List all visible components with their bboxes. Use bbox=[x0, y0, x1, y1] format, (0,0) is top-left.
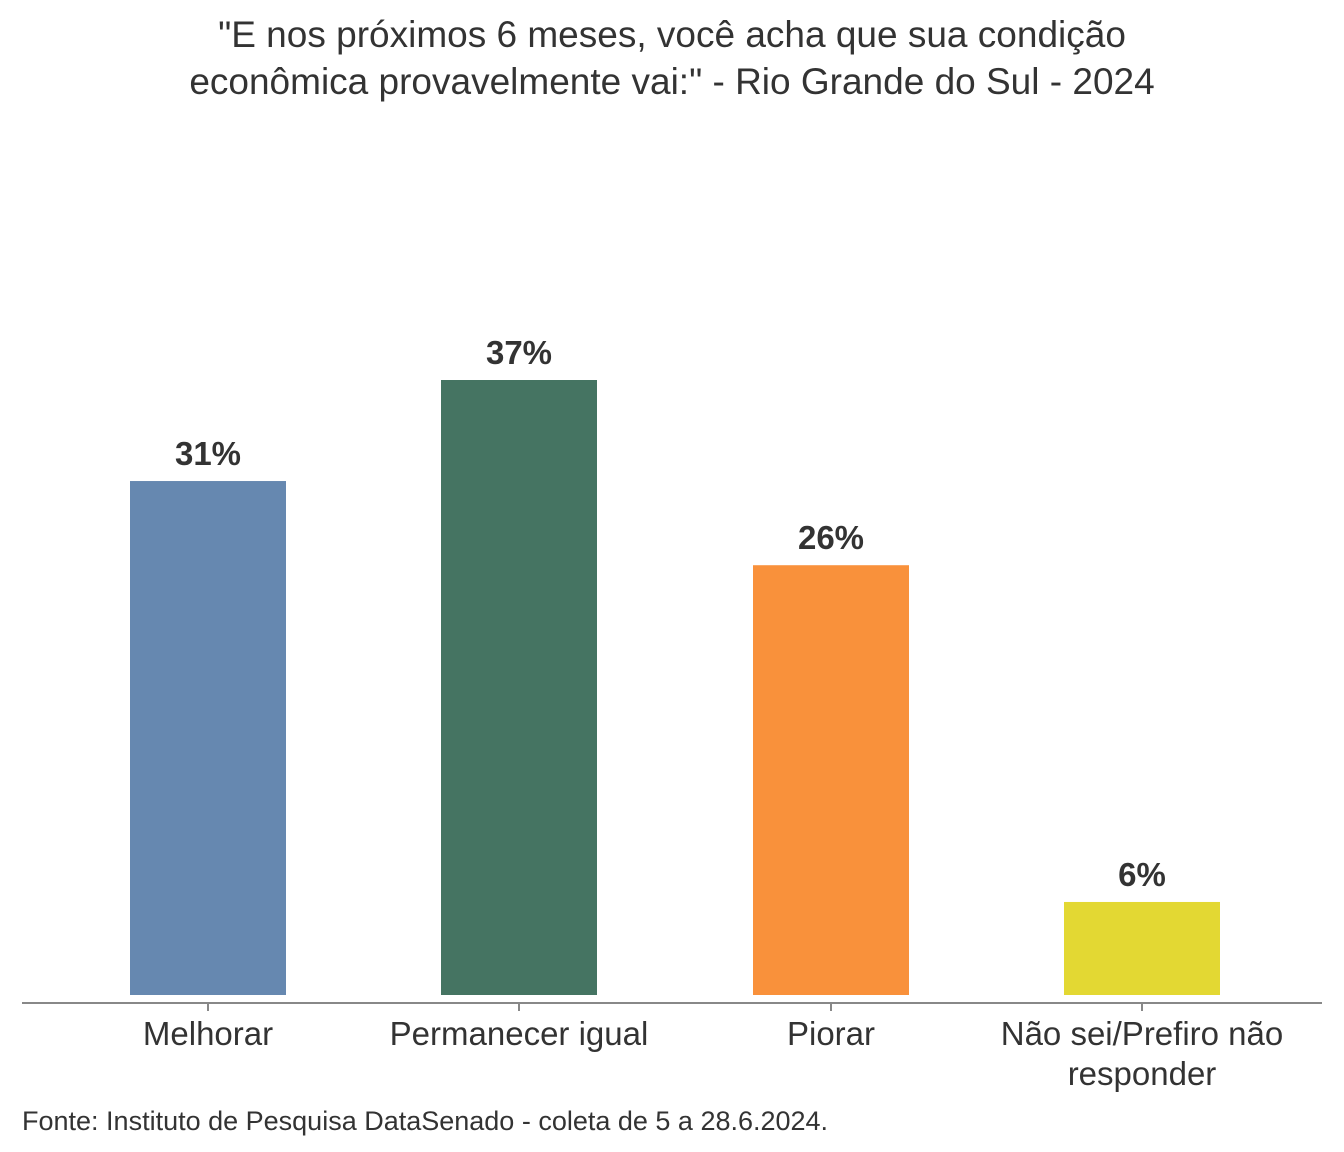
bar-value-label: 31% bbox=[175, 435, 241, 472]
x-axis-tick-labels: Melhorar Permanecer igual Piorar Não sei/Pr… bbox=[143, 1015, 1283, 1092]
x-axis-tick-label: Permanecer igual bbox=[390, 1015, 649, 1052]
bar bbox=[753, 565, 909, 995]
bar-value-label: 26% bbox=[798, 519, 864, 556]
chart-title-line: econômica provavelmente vai:" - Rio Gran… bbox=[189, 61, 1154, 102]
bar-value-label: 37% bbox=[486, 334, 552, 371]
data-labels: 31% 37% 26% 6% bbox=[175, 334, 1166, 893]
source-note: Fonte: Instituto de Pesquisa DataSenado … bbox=[22, 1106, 828, 1136]
x-axis-tick-label: responder bbox=[1068, 1055, 1217, 1092]
bars bbox=[130, 380, 1220, 995]
x-axis-tick-label: Piorar bbox=[787, 1015, 875, 1052]
bar bbox=[130, 481, 286, 995]
x-axis-ticks bbox=[207, 1003, 1143, 1011]
bar bbox=[1064, 901, 1220, 995]
x-axis-tick-label: Não sei/Prefiro não bbox=[1001, 1015, 1283, 1052]
bar bbox=[441, 380, 597, 995]
bar-value-label: 6% bbox=[1118, 856, 1166, 893]
chart-title-line: "E nos próximos 6 meses, você acha que s… bbox=[218, 14, 1126, 55]
x-axis-tick-label: Melhorar bbox=[143, 1015, 273, 1052]
chart-title: "E nos próximos 6 meses, você acha que s… bbox=[189, 14, 1154, 102]
